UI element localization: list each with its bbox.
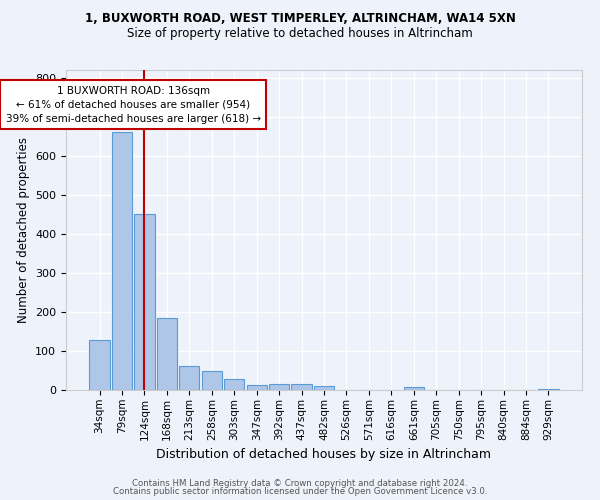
Bar [538,389,559,390]
Text: 1, BUXWORTH ROAD, WEST TIMPERLEY, ALTRINCHAM, WA14 5XN: 1, BUXWORTH ROAD, WEST TIMPERLEY, ALTRIN… [85,12,515,26]
Text: Contains HM Land Registry data © Crown copyright and database right 2024.: Contains HM Land Registry data © Crown c… [132,478,468,488]
Bar [202,372,222,390]
Bar [157,318,177,390]
Y-axis label: Number of detached properties: Number of detached properties [17,137,29,323]
X-axis label: Distribution of detached houses by size in Altrincham: Distribution of detached houses by size … [157,448,491,461]
Bar [314,386,334,390]
Bar [247,386,267,390]
Bar [269,384,289,390]
Bar [112,132,132,390]
Bar [224,379,244,390]
Bar [404,387,424,390]
Bar [89,340,110,390]
Text: Contains public sector information licensed under the Open Government Licence v3: Contains public sector information licen… [113,487,487,496]
Bar [292,384,311,390]
Text: 1 BUXWORTH ROAD: 136sqm
← 61% of detached houses are smaller (954)
39% of semi-d: 1 BUXWORTH ROAD: 136sqm ← 61% of detache… [5,86,261,124]
Bar [179,366,199,390]
Text: Size of property relative to detached houses in Altrincham: Size of property relative to detached ho… [127,28,473,40]
Bar [134,214,155,390]
